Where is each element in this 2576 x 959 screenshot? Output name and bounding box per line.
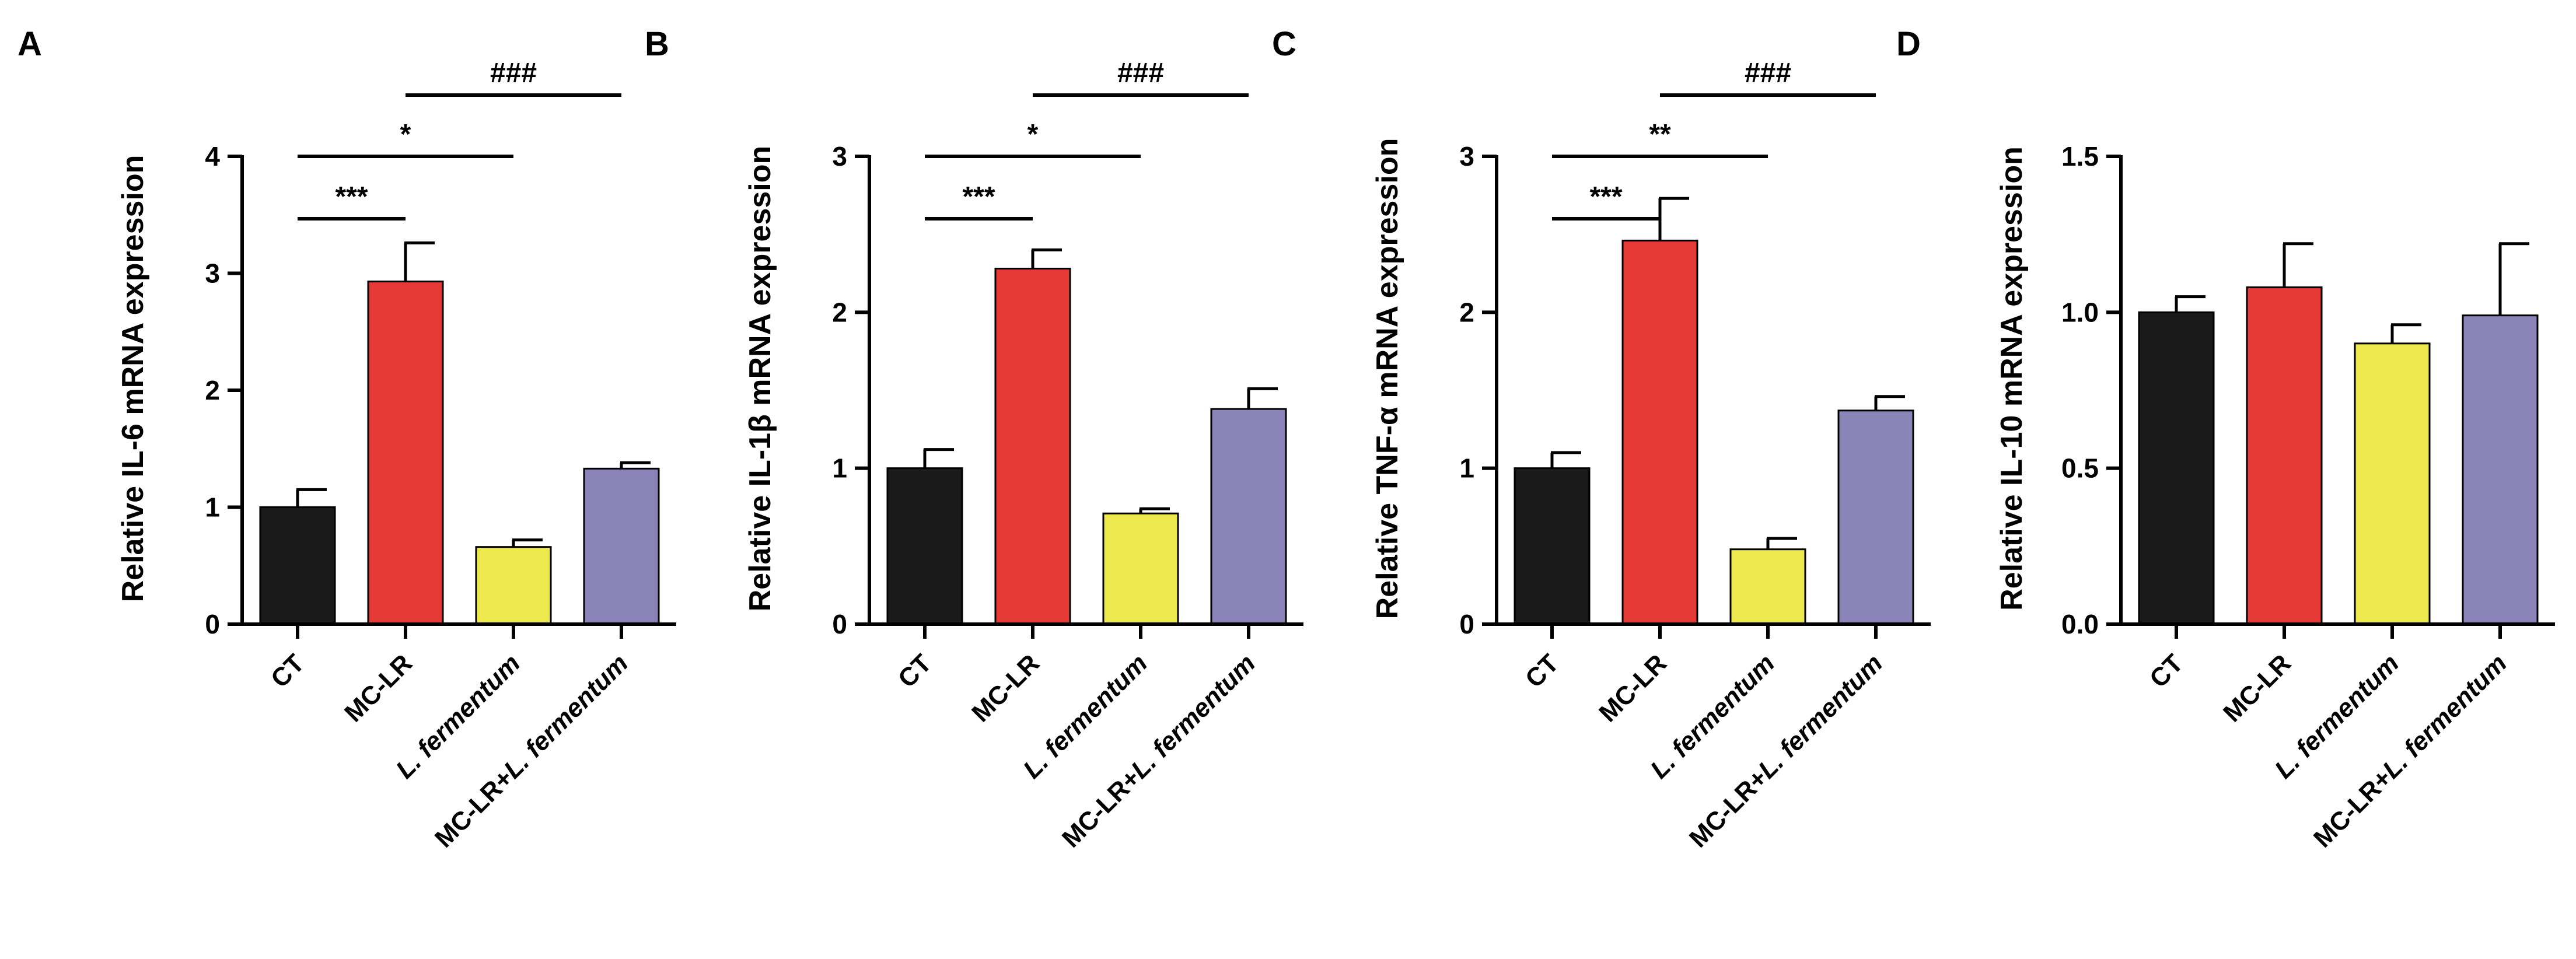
panel-c: C Relative TNF-α mRNA expression 0 1 2 3 CT MC-… xyxy=(1272,25,1931,853)
y-tick-label: 3 xyxy=(1459,141,1474,172)
y-tick-label: 0.0 xyxy=(2061,609,2099,639)
category-label: CT xyxy=(893,649,937,693)
bar-4 xyxy=(1837,410,1914,625)
significance-label: ** xyxy=(1649,119,1671,150)
bar-2 xyxy=(1621,239,1698,625)
category-label: MC-LR xyxy=(339,649,418,727)
y-tick-label: 1.5 xyxy=(2061,141,2099,172)
significance-label: *** xyxy=(335,181,368,212)
category-label: MC-LR+L. fermentum xyxy=(1684,649,1888,853)
y-tick-label: 0 xyxy=(832,609,847,639)
bar-4 xyxy=(2462,314,2539,625)
y-tick-label: 0.5 xyxy=(2061,453,2099,484)
y-tick-label: 0 xyxy=(1459,609,1474,639)
y-tick-label: 4 xyxy=(205,141,220,172)
bar-2 xyxy=(2246,286,2323,625)
significance-label: ### xyxy=(1117,58,1164,89)
panel-d: D Relative IL-10 mRNA expression 0.0 0.5 1.0… xyxy=(1896,25,2555,853)
y-axis-label: Relative IL-6 mRNA expression xyxy=(116,155,150,603)
significance-label: *** xyxy=(1589,181,1622,212)
significance-label: ### xyxy=(1745,58,1791,89)
category-label: MC-LR xyxy=(966,649,1045,727)
significance-label: * xyxy=(1027,119,1039,150)
bar-2 xyxy=(994,267,1071,625)
category-label: MC-LR+L. fermentum xyxy=(1057,649,1261,853)
category-label: CT xyxy=(265,649,310,693)
y-tick-label: 0 xyxy=(205,609,220,639)
bar-1 xyxy=(259,506,336,625)
y-tick-label: 2 xyxy=(832,297,847,327)
bar-4 xyxy=(583,467,660,625)
panel-letter: A xyxy=(18,25,42,63)
category-label: MC-LR+L. fermentum xyxy=(2308,649,2512,853)
y-tick-label: 3 xyxy=(205,258,220,289)
y-axis-label: Relative IL-1β mRNA expression xyxy=(743,146,777,612)
bar-2 xyxy=(367,281,444,625)
category-label: CT xyxy=(1520,649,1564,693)
y-axis-label: Relative TNF-α mRNA expression xyxy=(1371,138,1404,620)
y-tick-label: 1 xyxy=(205,492,220,523)
y-tick-label: 1 xyxy=(832,453,847,484)
panel-b: B Relative IL-1β mRNA expression 0 1 2 3 CT MC-… xyxy=(645,25,1303,853)
category-label: CT xyxy=(2144,649,2189,693)
y-tick-label: 2 xyxy=(1459,297,1474,327)
panel-letter: C xyxy=(1272,25,1296,63)
bar-3 xyxy=(2354,342,2431,625)
panel-letter: D xyxy=(1896,25,1921,63)
category-label: MC-LR xyxy=(2218,649,2297,727)
bar-1 xyxy=(2138,311,2215,625)
bar-3 xyxy=(475,546,552,625)
bar-3 xyxy=(1729,548,1806,625)
bar-3 xyxy=(1102,512,1179,625)
y-tick-label: 3 xyxy=(832,141,847,172)
significance-label: * xyxy=(400,119,411,150)
panel-letter: B xyxy=(645,25,669,63)
y-axis-label: Relative IL-10 mRNA expression xyxy=(1995,146,2029,611)
bar-1 xyxy=(1514,467,1591,625)
significance-label: *** xyxy=(962,181,995,212)
bar-4 xyxy=(1210,408,1287,625)
significance-label: ### xyxy=(490,58,537,89)
category-label: MC-LR xyxy=(1593,649,1672,727)
y-tick-label: 1 xyxy=(1459,453,1474,484)
y-tick-label: 2 xyxy=(205,375,220,405)
category-label: MC-LR+L. fermentum xyxy=(429,649,634,853)
y-tick-label: 1.0 xyxy=(2061,297,2099,327)
bar-1 xyxy=(886,467,963,625)
panel-a: A Relative IL-6 mRNA expression 0 1 2 3 4 CT MC-… xyxy=(18,25,676,853)
